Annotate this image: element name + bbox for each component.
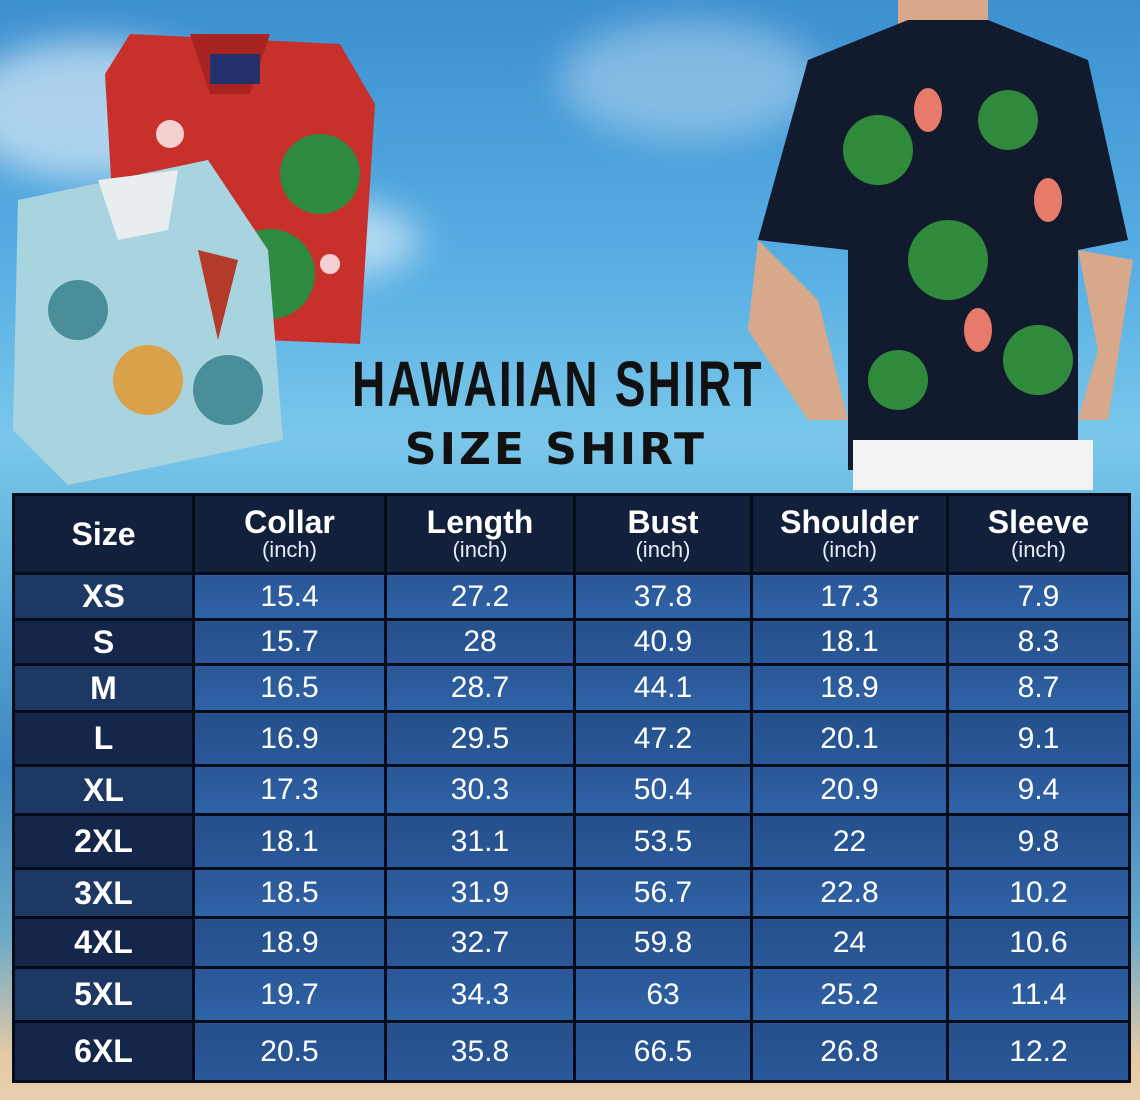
value-cell: 18.5 bbox=[192, 867, 387, 919]
column-header-label: Shoulder bbox=[780, 504, 919, 540]
column-header-shoulder: Shoulder (inch) bbox=[750, 493, 949, 575]
column-header-unit: (inch) bbox=[635, 537, 691, 562]
value-cell: 18.1 bbox=[750, 618, 949, 666]
value-cell: 37.8 bbox=[573, 572, 753, 621]
column-header-label: Size bbox=[71, 516, 136, 552]
page-title: HAWAIIAN SHIRT bbox=[352, 348, 764, 420]
value-cell: 12.2 bbox=[946, 1020, 1131, 1083]
blue-shirt-image bbox=[13, 160, 283, 485]
value-cell: 31.9 bbox=[384, 867, 576, 919]
value-cell: 8.7 bbox=[946, 663, 1131, 713]
value-cell: 10.6 bbox=[946, 916, 1131, 969]
table-header-row: Size Collar (inch) Length (inch) Bust (inch) Sh… bbox=[12, 493, 1131, 575]
model-shirt-image bbox=[748, 0, 1133, 490]
size-cell: 4XL bbox=[12, 916, 195, 969]
value-cell: 44.1 bbox=[573, 663, 753, 713]
value-cell: 20.5 bbox=[192, 1020, 387, 1083]
size-cell: XL bbox=[12, 764, 195, 816]
value-cell: 32.7 bbox=[384, 916, 576, 969]
size-cell: XS bbox=[12, 572, 195, 621]
column-header-label: Length bbox=[426, 504, 534, 540]
value-cell: 20.1 bbox=[750, 710, 949, 767]
value-cell: 18.9 bbox=[192, 916, 387, 969]
value-cell: 56.7 bbox=[573, 867, 753, 919]
value-cell: 9.1 bbox=[946, 710, 1131, 767]
column-header-unit: (inch) bbox=[261, 537, 317, 562]
value-cell: 22.8 bbox=[750, 867, 949, 919]
column-header-collar: Collar (inch) bbox=[192, 493, 387, 575]
value-cell: 22 bbox=[750, 813, 949, 870]
column-header-label: Sleeve bbox=[987, 504, 1090, 540]
table-row: XS 15.4 27.2 37.8 17.3 7.9 bbox=[12, 572, 1131, 621]
value-cell: 31.1 bbox=[384, 813, 576, 870]
value-cell: 19.7 bbox=[192, 966, 387, 1023]
size-cell: 5XL bbox=[12, 966, 195, 1023]
value-cell: 18.1 bbox=[192, 813, 387, 870]
table-row: L 16.9 29.5 47.2 20.1 9.1 bbox=[12, 710, 1131, 767]
value-cell: 16.5 bbox=[192, 663, 387, 713]
value-cell: 17.3 bbox=[750, 572, 949, 621]
size-cell: S bbox=[12, 618, 195, 666]
value-cell: 30.3 bbox=[384, 764, 576, 816]
value-cell: 8.3 bbox=[946, 618, 1131, 666]
column-header-length: Length (inch) bbox=[384, 493, 576, 575]
column-header-unit: (inch) bbox=[821, 537, 877, 562]
value-cell: 35.8 bbox=[384, 1020, 576, 1083]
value-cell: 15.4 bbox=[192, 572, 387, 621]
value-cell: 15.7 bbox=[192, 618, 387, 666]
value-cell: 40.9 bbox=[573, 618, 753, 666]
value-cell: 9.8 bbox=[946, 813, 1131, 870]
size-cell: 2XL bbox=[12, 813, 195, 870]
value-cell: 66.5 bbox=[573, 1020, 753, 1083]
column-header-label: Bust bbox=[627, 504, 699, 540]
size-cell: 3XL bbox=[12, 867, 195, 919]
table-row: 2XL 18.1 31.1 53.5 22 9.8 bbox=[12, 813, 1131, 870]
column-header-unit: (inch) bbox=[1010, 537, 1066, 562]
value-cell: 28.7 bbox=[384, 663, 576, 713]
value-cell: 24 bbox=[750, 916, 949, 969]
value-cell: 63 bbox=[573, 966, 753, 1023]
value-cell: 26.8 bbox=[750, 1020, 949, 1083]
size-cell: 6XL bbox=[12, 1020, 195, 1083]
value-cell: 17.3 bbox=[192, 764, 387, 816]
value-cell: 16.9 bbox=[192, 710, 387, 767]
value-cell: 10.2 bbox=[946, 867, 1131, 919]
value-cell: 28 bbox=[384, 618, 576, 666]
value-cell: 11.4 bbox=[946, 966, 1131, 1023]
table-row: 3XL 18.5 31.9 56.7 22.8 10.2 bbox=[12, 867, 1131, 919]
column-header-sleeve: Sleeve (inch) bbox=[946, 493, 1131, 575]
page-subtitle: SIZE SHIRT bbox=[404, 424, 708, 475]
value-cell: 25.2 bbox=[750, 966, 949, 1023]
table-row: M 16.5 28.7 44.1 18.9 8.7 bbox=[12, 663, 1131, 713]
column-header-label: Collar bbox=[244, 504, 335, 540]
background-cloud bbox=[560, 20, 820, 140]
size-cell: M bbox=[12, 663, 195, 713]
value-cell: 59.8 bbox=[573, 916, 753, 969]
table-row: 4XL 18.9 32.7 59.8 24 10.6 bbox=[12, 916, 1131, 969]
size-cell: L bbox=[12, 710, 195, 767]
value-cell: 53.5 bbox=[573, 813, 753, 870]
value-cell: 9.4 bbox=[946, 764, 1131, 816]
size-chart-table: Size Collar (inch) Length (inch) Bust (inch) Sh… bbox=[12, 493, 1131, 1083]
value-cell: 29.5 bbox=[384, 710, 576, 767]
value-cell: 34.3 bbox=[384, 966, 576, 1023]
table-row: 6XL 20.5 35.8 66.5 26.8 12.2 bbox=[12, 1020, 1131, 1083]
value-cell: 47.2 bbox=[573, 710, 753, 767]
column-header-unit: (inch) bbox=[452, 537, 508, 562]
column-header-size: Size bbox=[12, 493, 195, 575]
value-cell: 7.9 bbox=[946, 572, 1131, 621]
column-header-bust: Bust (inch) bbox=[573, 493, 753, 575]
table-row: 5XL 19.7 34.3 63 25.2 11.4 bbox=[12, 966, 1131, 1023]
value-cell: 50.4 bbox=[573, 764, 753, 816]
table-row: S 15.7 28 40.9 18.1 8.3 bbox=[12, 618, 1131, 666]
value-cell: 27.2 bbox=[384, 572, 576, 621]
value-cell: 18.9 bbox=[750, 663, 949, 713]
table-row: XL 17.3 30.3 50.4 20.9 9.4 bbox=[12, 764, 1131, 816]
page-title-container: HAWAIIAN SHIRT bbox=[326, 352, 790, 416]
value-cell: 20.9 bbox=[750, 764, 949, 816]
